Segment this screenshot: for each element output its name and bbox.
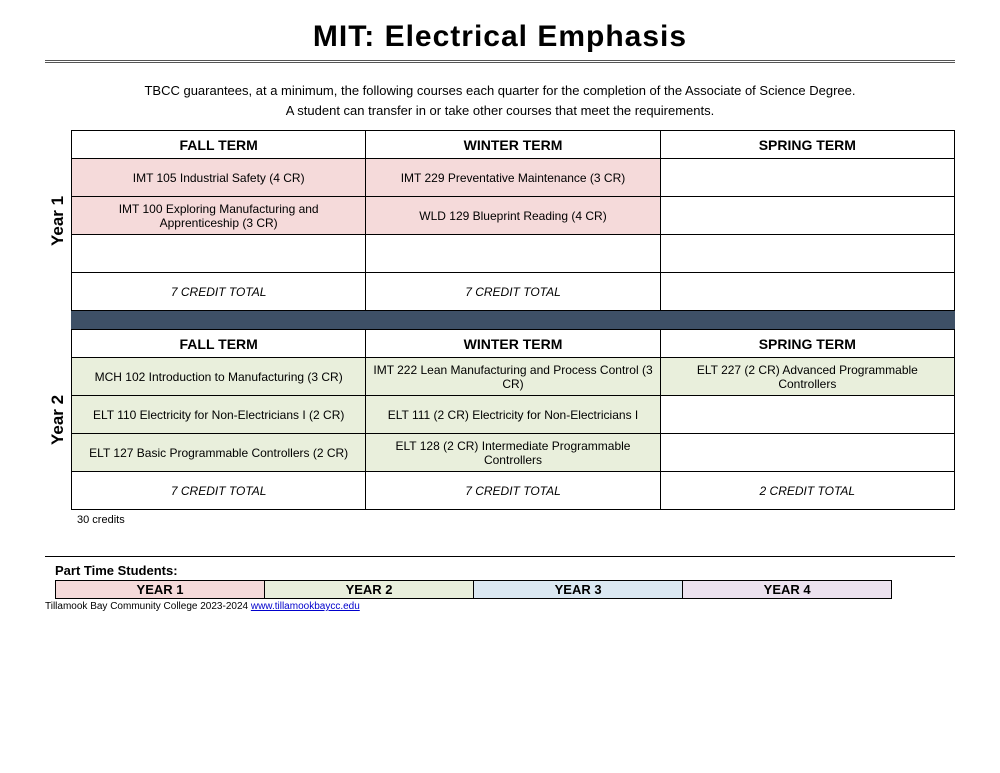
table-header-row: FALL TERM WINTER TERM SPRING TERM [72, 330, 955, 358]
course-cell: ELT 227 (2 CR) Advanced Programmable Con… [660, 358, 954, 396]
total-cell: 7 CREDIT TOTAL [366, 273, 660, 311]
intro-text: TBCC guarantees, at a minimum, the follo… [45, 81, 955, 120]
course-cell [660, 235, 954, 273]
year-1-table: FALL TERM WINTER TERM SPRING TERM IMT 10… [71, 130, 955, 311]
footer-link[interactable]: www.tillamookbaycc.edu [251, 601, 360, 612]
legend-year-1: YEAR 1 [56, 581, 265, 599]
legend-year-2: YEAR 2 [265, 581, 474, 599]
col-fall: FALL TERM [72, 131, 366, 159]
table-row [72, 235, 955, 273]
totals-row: 7 CREDIT TOTAL 7 CREDIT TOTAL [72, 273, 955, 311]
total-cell: 7 CREDIT TOTAL [366, 472, 660, 510]
footer-text: Tillamook Bay Community College 2023-202… [45, 601, 251, 612]
total-cell: 2 CREDIT TOTAL [660, 472, 954, 510]
table-row: IMT 100 Exploring Manufacturing and Appr… [72, 197, 955, 235]
separator-bar [71, 311, 955, 329]
legend-row: YEAR 1 YEAR 2 YEAR 3 YEAR 4 [56, 581, 892, 599]
footer: Tillamook Bay Community College 2023-202… [45, 601, 955, 612]
course-cell: ELT 127 Basic Programmable Controllers (… [72, 434, 366, 472]
col-spring: SPRING TERM [660, 330, 954, 358]
table-header-row: FALL TERM WINTER TERM SPRING TERM [72, 131, 955, 159]
course-cell [660, 434, 954, 472]
page-title: MIT: Electrical Emphasis [45, 20, 955, 54]
course-cell: IMT 222 Lean Manufacturing and Process C… [366, 358, 660, 396]
year-2-label: Year 2 [45, 329, 71, 510]
total-cell: 7 CREDIT TOTAL [72, 472, 366, 510]
course-cell [72, 235, 366, 273]
legend-year-4: YEAR 4 [683, 581, 892, 599]
course-cell: ELT 111 (2 CR) Electricity for Non-Elect… [366, 396, 660, 434]
course-cell: IMT 229 Preventative Maintenance (3 CR) [366, 159, 660, 197]
course-cell: ELT 128 (2 CR) Intermediate Programmable… [366, 434, 660, 472]
total-cell: 7 CREDIT TOTAL [72, 273, 366, 311]
course-cell: ELT 110 Electricity for Non-Electricians… [72, 396, 366, 434]
section-rule [45, 556, 955, 557]
course-cell: IMT 105 Industrial Safety (4 CR) [72, 159, 366, 197]
course-cell: MCH 102 Introduction to Manufacturing (3… [72, 358, 366, 396]
part-time-label: Part Time Students: [55, 563, 955, 578]
intro-line-1: TBCC guarantees, at a minimum, the follo… [144, 83, 855, 98]
year-1-label: Year 1 [45, 130, 71, 311]
intro-line-2: A student can transfer in or take other … [286, 103, 715, 118]
col-winter: WINTER TERM [366, 131, 660, 159]
course-cell [660, 197, 954, 235]
legend-table: YEAR 1 YEAR 2 YEAR 3 YEAR 4 [55, 580, 892, 599]
col-fall: FALL TERM [72, 330, 366, 358]
total-cell [660, 273, 954, 311]
year-2-table: FALL TERM WINTER TERM SPRING TERM MCH 10… [71, 329, 955, 510]
table-row: MCH 102 Introduction to Manufacturing (3… [72, 358, 955, 396]
table-row: ELT 127 Basic Programmable Controllers (… [72, 434, 955, 472]
legend-year-3: YEAR 3 [474, 581, 683, 599]
course-cell [660, 396, 954, 434]
totals-row: 7 CREDIT TOTAL 7 CREDIT TOTAL 2 CREDIT T… [72, 472, 955, 510]
year-2-block: Year 2 FALL TERM WINTER TERM SPRING TERM… [45, 329, 955, 510]
credits-note: 30 credits [77, 514, 955, 526]
table-row: ELT 110 Electricity for Non-Electricians… [72, 396, 955, 434]
course-cell [366, 235, 660, 273]
col-spring: SPRING TERM [660, 131, 954, 159]
col-winter: WINTER TERM [366, 330, 660, 358]
course-cell: WLD 129 Blueprint Reading (4 CR) [366, 197, 660, 235]
title-rule [45, 60, 955, 63]
course-cell [660, 159, 954, 197]
table-row: IMT 105 Industrial Safety (4 CR) IMT 229… [72, 159, 955, 197]
year-1-block: Year 1 FALL TERM WINTER TERM SPRING TERM… [45, 130, 955, 311]
course-cell: IMT 100 Exploring Manufacturing and Appr… [72, 197, 366, 235]
